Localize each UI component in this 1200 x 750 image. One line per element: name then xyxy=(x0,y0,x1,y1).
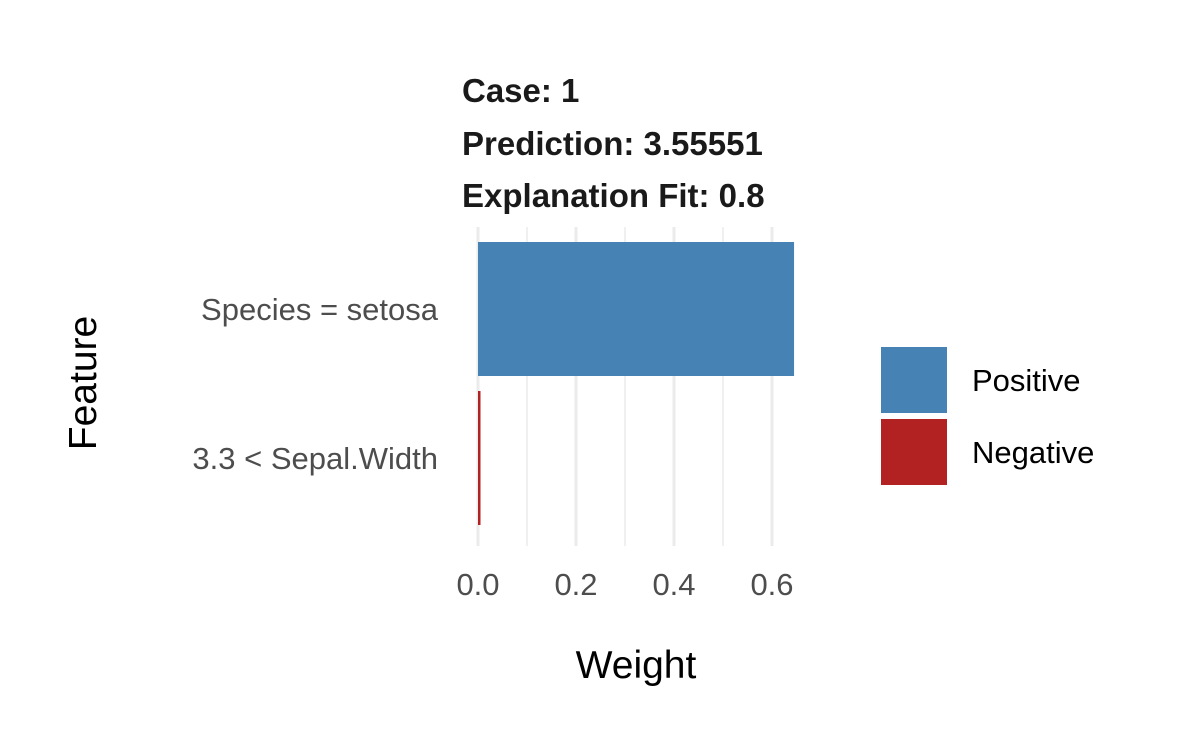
x-tick-label: 0.4 xyxy=(652,567,695,602)
x-tick-label: 0.2 xyxy=(554,567,597,602)
y-axis-title: Feature xyxy=(62,316,105,450)
bar xyxy=(478,242,795,376)
bar xyxy=(478,391,481,525)
title-line-prediction: Prediction: 3.55551 xyxy=(462,125,763,162)
title-line-case: Case: 1 xyxy=(462,72,579,109)
y-tick-labels: Species = setosa 3.3 < Sepal.Width xyxy=(192,292,438,476)
y-tick-label: Species = setosa xyxy=(201,292,439,327)
title-line-fit: Explanation Fit: 0.8 xyxy=(462,177,765,214)
legend-swatch xyxy=(881,419,947,485)
bars xyxy=(478,242,795,525)
x-tick-labels: 0.0 0.2 0.4 0.6 xyxy=(456,567,793,602)
legend-label: Negative xyxy=(972,435,1094,470)
legend-swatch xyxy=(881,347,947,413)
x-axis-title: Weight xyxy=(576,644,697,687)
title-block: Case: 1 Prediction: 3.55551 Explanation … xyxy=(462,72,765,214)
legend-label: Positive xyxy=(972,363,1081,398)
y-tick-label: 3.3 < Sepal.Width xyxy=(192,441,438,476)
x-tick-label: 0.6 xyxy=(750,567,793,602)
legend: Positive Negative xyxy=(881,347,1094,485)
x-tick-label: 0.0 xyxy=(456,567,499,602)
